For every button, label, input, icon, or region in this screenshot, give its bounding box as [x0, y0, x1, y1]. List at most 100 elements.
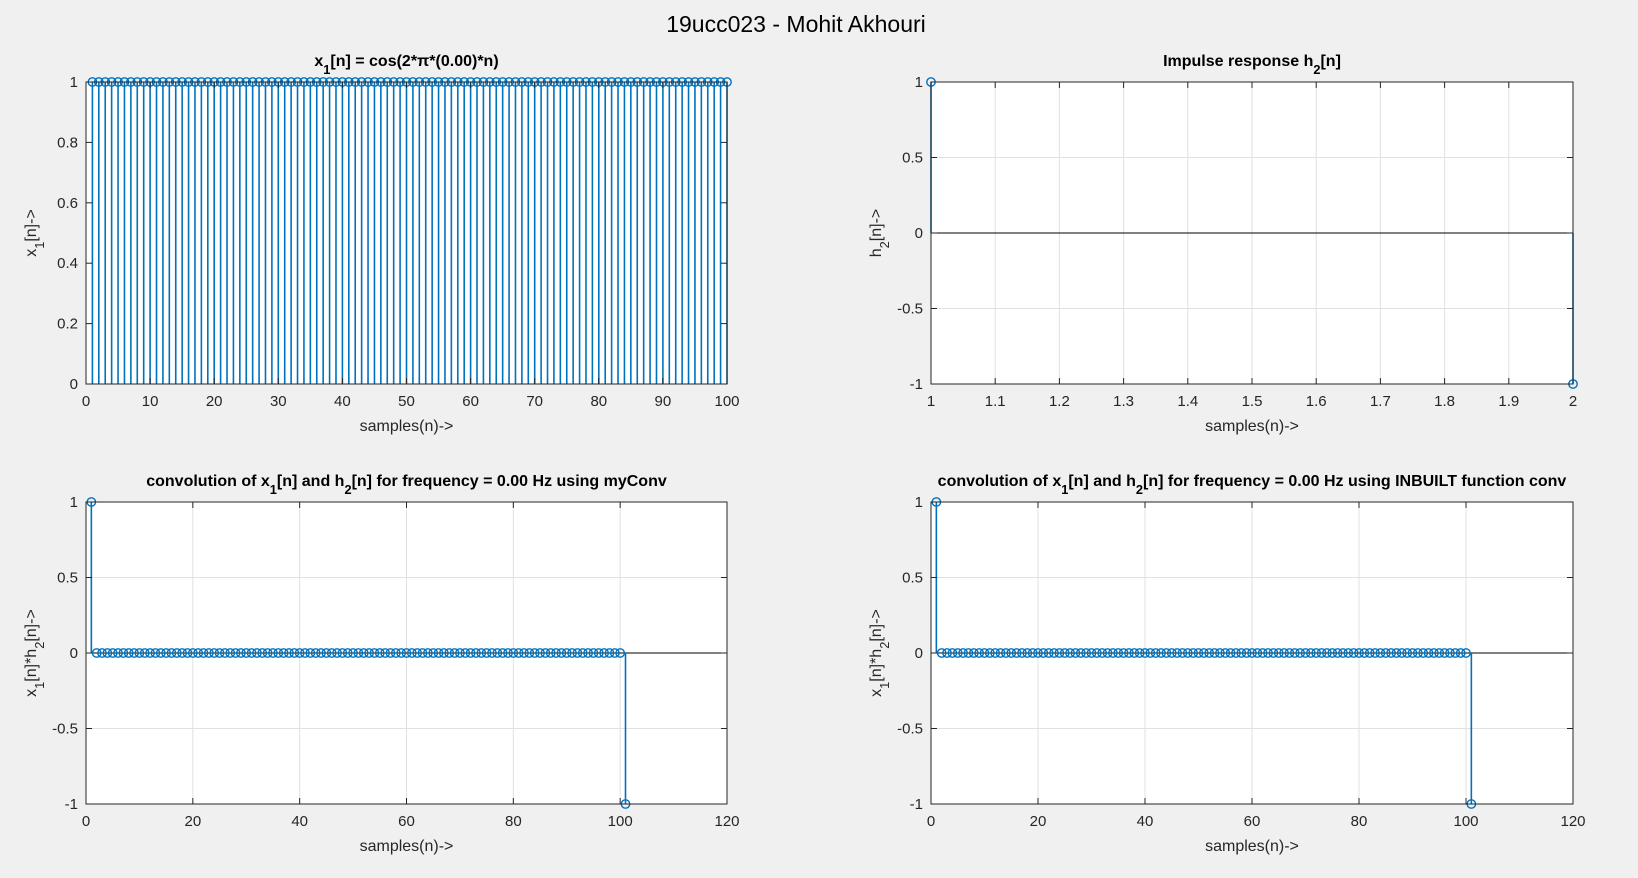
x-tick-label: 1.4: [1177, 393, 1198, 410]
y-tick-label: 0.8: [57, 134, 78, 151]
stem-marker: [588, 648, 599, 658]
stem-marker: [476, 648, 487, 658]
stem-marker: [1161, 648, 1172, 658]
stem-marker: [1145, 648, 1156, 658]
stem-marker: [1434, 648, 1445, 658]
stem-marker: [545, 648, 556, 658]
stem-marker: [1380, 648, 1391, 658]
stem-marker: [1182, 648, 1193, 658]
stem-marker: [246, 648, 257, 658]
stem-marker: [1461, 648, 1471, 658]
stem-marker: [1193, 648, 1204, 658]
stem-marker: [958, 648, 968, 658]
x-tick-label: 100: [1453, 813, 1478, 830]
stem-marker: [412, 648, 423, 658]
stem-marker: [241, 648, 252, 658]
y-tick-label: 0: [70, 645, 78, 662]
x-tick-label: 40: [1137, 813, 1154, 830]
stem-marker: [1423, 648, 1434, 658]
stem-marker: [294, 648, 305, 658]
x-tick-label: 40: [291, 813, 308, 830]
stem-marker: [1022, 648, 1033, 658]
stem-marker: [182, 648, 193, 658]
stem-marker: [1156, 648, 1166, 658]
y-tick-label: 1: [915, 74, 923, 91]
stem-marker: [118, 648, 129, 658]
stem-marker: [465, 648, 476, 658]
stem-marker: [390, 648, 401, 658]
stem-marker: [1038, 648, 1049, 658]
chart-h2: 1 1.1 1.2 1.3 1.4 1.5 1.6 1.7 1.8 1.9 2 -1 -0.5 0 0.5 1…: [868, 53, 1578, 435]
stem-marker: [471, 648, 481, 658]
stem-marker: [273, 648, 284, 658]
stem-marker: [1450, 648, 1461, 658]
stem-marker: [1236, 648, 1247, 658]
stem-marker: [102, 648, 113, 658]
x-tick-label: 1.3: [1113, 393, 1134, 410]
stem-marker: [1140, 648, 1150, 658]
stem-marker: [358, 648, 369, 658]
stem-marker: [1097, 648, 1108, 658]
y-tick-label: 0.5: [57, 570, 78, 587]
x-tick-label: 20: [1030, 813, 1047, 830]
stem-marker: [385, 648, 396, 658]
stem-marker: [1075, 648, 1086, 658]
stem-marker: [1375, 648, 1386, 658]
stem-marker: [225, 648, 236, 658]
stem-marker: [583, 648, 594, 658]
x-tick-label: 0: [927, 813, 935, 830]
x-tick-label: 1.1: [985, 393, 1006, 410]
x-tick-label: 2: [1569, 393, 1577, 410]
y-tick-label: 0: [70, 376, 78, 393]
x-tick-label: 120: [714, 813, 739, 830]
stem-marker: [150, 648, 161, 658]
stem-marker: [1049, 648, 1059, 658]
y-tick-label: -0.5: [897, 721, 923, 738]
stem-marker: [113, 648, 123, 658]
x-tick-label: 80: [1351, 813, 1368, 830]
stem-marker: [348, 648, 358, 658]
stem-marker: [1043, 648, 1054, 658]
stem-marker: [257, 648, 268, 658]
stem-marker: [289, 648, 300, 658]
stem-marker: [936, 648, 947, 658]
stem-marker: [1091, 648, 1102, 658]
stem-marker: [1418, 648, 1429, 658]
y-tick-label: 0.5: [902, 570, 923, 587]
stem-marker: [97, 648, 107, 658]
stem-marker: [321, 648, 332, 658]
stem-marker: [1332, 648, 1343, 658]
stem-marker: [1263, 648, 1273, 658]
x-tick-label: 1.6: [1306, 393, 1327, 410]
stem-marker: [1316, 648, 1327, 658]
x-axis-label: samples(n)->: [360, 838, 454, 855]
x-tick-label: 1.7: [1370, 393, 1391, 410]
stem-marker: [995, 648, 1006, 658]
stem-marker: [262, 648, 273, 658]
stem-marker: [129, 648, 139, 658]
stem-marker: [316, 648, 326, 658]
stem-marker: [609, 648, 620, 658]
stem-marker: [161, 648, 172, 658]
x-tick-label: 0: [82, 813, 90, 830]
stem-marker: [1439, 648, 1450, 658]
y-tick-label: 1: [70, 74, 78, 91]
x-tick-label: 1.2: [1049, 393, 1070, 410]
stem-marker: [947, 648, 958, 658]
stem-marker: [1011, 648, 1022, 658]
y-tick-label: -1: [65, 796, 78, 813]
stem-marker: [139, 648, 150, 658]
x-tick-label: 90: [655, 393, 672, 410]
x-tick-label: 20: [184, 813, 201, 830]
x-tick-label: 30: [270, 393, 287, 410]
x-axis-label: samples(n)->: [1205, 418, 1299, 435]
stem-marker: [1284, 648, 1295, 658]
stem-marker: [1402, 648, 1413, 658]
stem-marker: [278, 648, 289, 658]
y-tick-label: -1: [910, 376, 923, 393]
x-tick-label: 60: [1244, 813, 1261, 830]
stem-marker: [305, 648, 316, 658]
stem-marker: [577, 648, 588, 658]
stem-marker: [599, 648, 610, 658]
stem-marker: [572, 648, 583, 658]
